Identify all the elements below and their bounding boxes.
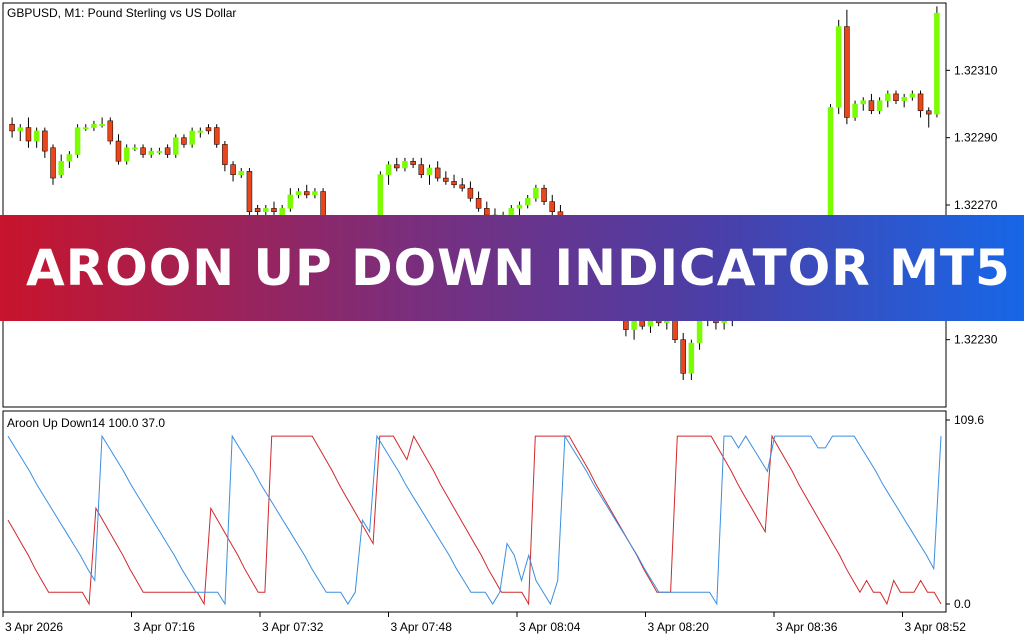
indicator-axis: 109.6 0.0 [946,413,984,611]
candle [222,141,228,172]
aroon-lines [7,434,942,606]
price-tick-label: 1.32230 [954,333,998,347]
candle [885,90,891,108]
candle [58,154,64,179]
aroon-down-line [7,434,942,606]
title-banner: AROON UP DOWN INDICATOR MT5 [0,215,1024,321]
time-tick-label: 3 Apr 08:20 [648,620,710,634]
candle [74,124,81,158]
indicator-title: Aroon Up Down14 100.0 37.0 [7,416,165,430]
candle [925,107,932,128]
candle [467,181,474,202]
candle [181,134,187,148]
candle [66,151,73,168]
time-tick-label: 3 Apr 08:36 [776,620,838,634]
time-tick-label: 3 Apr 07:16 [134,620,196,634]
candle [123,144,130,165]
candle [835,19,842,115]
candle [426,164,433,185]
candle [549,194,555,219]
candle [140,144,146,158]
candle [475,191,482,212]
indicator-panel-frame [2,410,947,613]
candle [287,188,294,212]
candle [173,134,179,158]
candle [451,174,457,189]
candle [17,124,24,142]
price-panel-frame [2,2,947,408]
candle [852,100,858,121]
candle [238,167,244,179]
time-axis: 3 Apr 2026 3 Apr 07:16 3 Apr 07:32 3 Apr 07… [2,612,967,634]
candle [99,117,105,128]
time-tick-label: 3 Apr 08:04 [519,620,581,634]
candle [25,117,32,148]
candle [312,188,318,199]
candle [410,157,416,168]
time-tick-label: 3 Apr 2026 [5,620,63,634]
candle [50,144,56,185]
candle [385,161,392,185]
candle [164,144,171,158]
candle [917,90,924,118]
candle [934,6,940,118]
candle [91,120,97,131]
candle [459,178,465,192]
indicator-tick-label: 0.0 [954,597,971,611]
price-tick-label: 1.32290 [954,131,998,145]
candle [434,161,441,182]
candle [893,90,899,104]
price-tick-label: 1.32310 [954,63,998,77]
candle [533,184,539,202]
banner-title: AROON UP DOWN INDICATOR MT5 [26,239,1011,297]
candle [230,161,236,182]
candle [107,117,114,145]
candle [9,117,15,138]
candle [688,339,695,381]
candle [909,90,916,101]
candle [680,332,686,381]
candle [156,147,163,155]
candle [132,144,138,152]
candle [295,188,302,199]
time-tick-label: 3 Apr 08:52 [905,620,967,634]
price-chart-title: GBPUSD, M1: Pound Sterling vs US Dollar [7,6,236,20]
candle [33,127,40,148]
candle [541,184,547,205]
candle [271,201,277,216]
candle [876,97,883,115]
candle [901,93,907,108]
candle [213,124,220,148]
candle [303,184,310,199]
candle [418,157,425,179]
candle [402,157,408,172]
price-tick-label: 1.32270 [954,198,998,212]
candle [394,157,400,172]
candle [844,9,850,125]
candle [246,167,253,219]
candle [115,134,122,165]
candle [83,124,89,131]
candle [189,127,195,148]
aroon-up-line [7,434,942,606]
candle [868,93,875,115]
candle [860,97,866,111]
candle [205,124,212,135]
time-tick-label: 3 Apr 07:32 [262,620,324,634]
candle [197,127,204,138]
candle [42,127,48,158]
candle [148,147,154,158]
candle [516,201,523,216]
candle [524,194,531,209]
indicator-tick-label: 109.6 [954,413,984,427]
candle [443,171,449,185]
time-tick-label: 3 Apr 07:48 [391,620,453,634]
